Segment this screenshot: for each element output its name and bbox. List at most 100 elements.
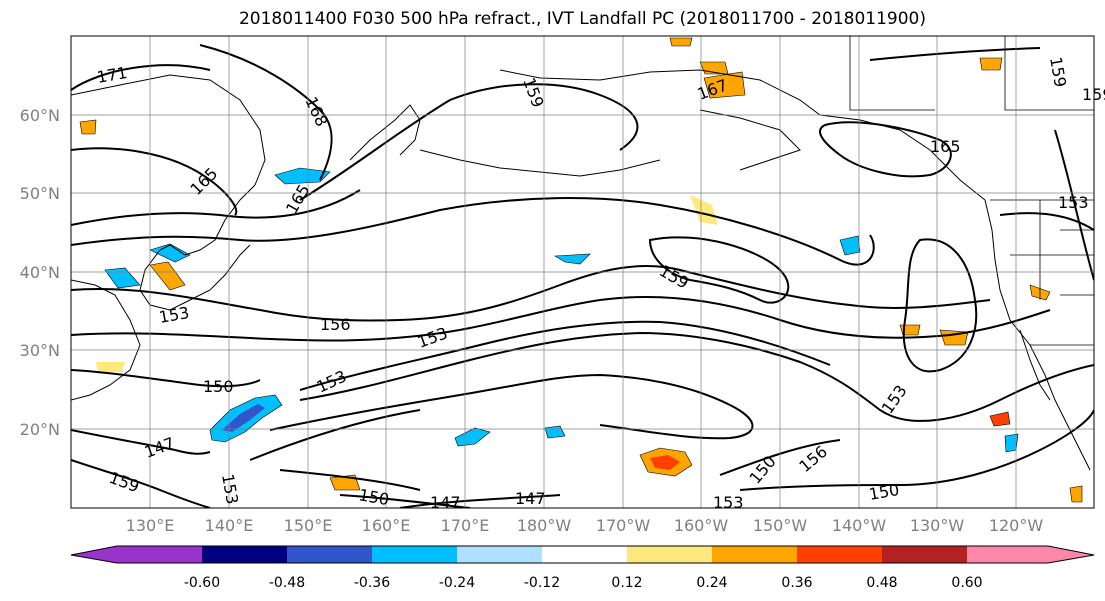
lon-label-170w: 170°W [596,516,651,535]
contour-165-west [71,147,238,216]
anomaly-yellow-1 [96,362,125,372]
colorbar-tick-label: 0.48 [866,575,897,591]
gridlines [71,36,1094,508]
anomaly-blue-small-2 [149,243,191,263]
contour-159-north [71,197,875,266]
contour-150-band [299,331,1094,422]
lon-label-120w: 120°W [989,516,1044,535]
lon-label-150e: 150°E [284,516,333,535]
contour-147-south [399,494,561,508]
colorbar-tick-label: -0.60 [184,575,220,591]
lon-label-170e: 170°E [441,516,490,535]
lon-label-150w: 150°W [753,516,808,535]
latitude-labels: 60°N 50°N 40°N 30°N 20°N [20,106,60,439]
anomaly-blue-small-6 [554,253,591,265]
lon-label-130w: 130°W [910,516,965,535]
colorbar-segment-7 [712,546,797,563]
contour-147-mid [269,373,754,440]
contour-150-se [739,409,1094,491]
colorbar-tick-label: -0.12 [524,575,560,591]
contour-159-low-west [71,459,211,508]
coastline-alaska [499,69,986,201]
anomaly-blue-small-4 [454,427,491,447]
contour-162-west [71,189,361,226]
contour-label: 165 [930,137,961,156]
lon-label-140e: 140°E [205,516,254,535]
contour-label: 147 [515,489,546,508]
lon-label-140w: 140°W [832,516,887,535]
anomaly-red-core [650,455,680,470]
coastline-asia-north [71,74,266,256]
lat-label-20n: 20°N [20,420,60,439]
colorbar-segment-8 [797,546,882,563]
coastline-alaska-south [699,109,801,171]
colorbar-tick-label: 0.12 [611,575,642,591]
colorbar-segment-1 [202,546,287,563]
contour-150-south [339,494,471,508]
coastline-na-west [984,199,1091,471]
lat-label-30n: 30°N [20,341,60,360]
contour-east-loop-1 [819,121,952,178]
anomaly-red-2 [1069,485,1083,503]
contour-165-east [299,83,639,201]
anomaly-blue-small-3 [104,267,141,289]
colorbar-segment-10 [967,546,1094,563]
lon-label-180w: 180°W [517,516,572,535]
shaded-anomalies [79,37,1083,503]
colorbar: -0.60 -0.48 -0.36 -0.24 -0.12 0.12 0.24 … [70,545,1095,591]
contour-153 [71,295,1051,342]
contour-ne-1 [869,47,1041,61]
colorbar-segment-4 [457,546,542,563]
contour-153-band [299,320,831,391]
coastlines [71,69,1091,471]
lon-label-130e: 130°E [126,516,175,535]
contour-153-south [279,469,421,491]
contour-label: 153 [1058,193,1089,212]
anomaly-orange-7 [979,57,1003,71]
contour-156-south [249,409,421,461]
contour-label: 150 [203,377,234,396]
contour-east-loop-2 [902,238,978,373]
colorbar-tick-label: 0.24 [696,575,727,591]
colorbar-segment-9 [882,546,967,563]
plot-frame [70,35,1095,509]
contour-168 [199,44,333,181]
anomaly-darkblue-core [222,404,265,432]
coastline-baja [1019,329,1051,401]
anomaly-yellow-2 [690,195,718,225]
colorbar-outline [70,545,1095,564]
lat-label-50n: 50°N [20,184,60,203]
lat-label-40n: 40°N [20,263,60,282]
border-alaska-canada [849,36,935,111]
colorbar-tick-label: -0.48 [269,575,305,591]
border-canada-1 [1004,36,1094,111]
contour-label: 147 [430,493,461,512]
anomaly-orange-10 [669,37,693,47]
colorbar-tick-label: -0.24 [439,575,475,591]
map-title: 2018011400 F030 500 hPa refract., IVT La… [238,9,926,29]
contour-159-southern-loop [648,236,790,304]
longitude-labels: 130°E 140°E 150°E 160°E 170°E 180°W 170°… [126,516,1044,535]
colorbar-segment-0 [71,546,202,563]
contour-147-west [71,429,211,455]
colorbar-segment-5 [542,546,627,563]
contour-east-loop-3 [999,212,1094,231]
anomaly-blue-small-7 [839,235,861,256]
anomaly-orange-1 [149,261,186,291]
contour-171 [71,64,211,91]
coastline-kamchatka [349,104,421,161]
contour-156 [71,265,991,322]
contour-label: 156 [320,315,351,334]
contour-150-west [71,369,261,388]
contour-ne-2 [1054,129,1094,281]
colorbar-tick-label: 0.36 [781,575,812,591]
colorbar-segment-3 [372,546,457,563]
borders [849,36,1094,346]
anomaly-red-1 [989,411,1011,427]
refractivity-contours [71,44,1094,508]
lat-label-60n: 60°N [20,106,60,125]
colorbar-segment-6 [627,546,712,563]
contour-label: 153 [713,493,744,512]
colorbar-segment-2 [287,546,372,563]
